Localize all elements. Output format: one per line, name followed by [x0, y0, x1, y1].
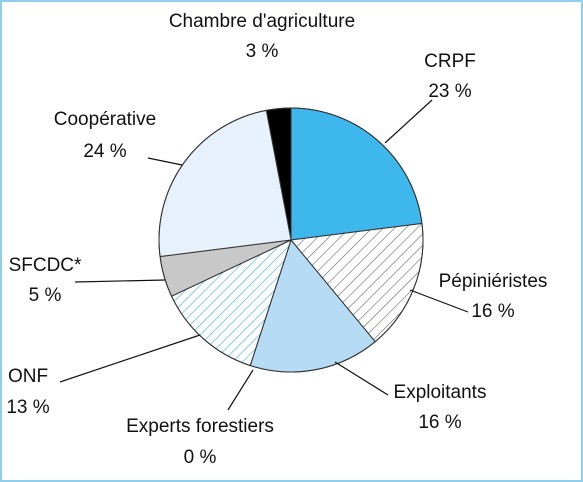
slice-value-label: 16 % [471, 301, 514, 322]
pie-outline [158, 107, 424, 373]
slice-label: Pépiniéristes [439, 271, 548, 292]
slice-value-label: 5 % [29, 285, 62, 306]
leader-line [227, 369, 254, 411]
slice-value-label: 16 % [418, 412, 461, 433]
slice-label: SFCDC* [9, 255, 82, 276]
slice-label: CRPF [424, 51, 476, 72]
leader-line [384, 99, 433, 144]
slice-value-label: 13 % [6, 397, 49, 418]
leader-line [74, 279, 166, 283]
slice-value-label: 3 % [246, 41, 279, 62]
slice-label: Experts forestiers [126, 416, 274, 437]
slice-value-label: 24 % [83, 141, 126, 162]
slice-label: Coopérative [54, 109, 156, 130]
slice-value-label: 23 % [428, 81, 471, 102]
leader-line [409, 289, 469, 313]
leader-line [147, 157, 183, 166]
leader-line [59, 334, 201, 383]
slice-value-label: 0 % [184, 447, 217, 468]
slice-label: Chambre d'agriculture [169, 11, 355, 32]
slice-label: Exploitants [394, 382, 487, 403]
slice-label: ONF [8, 366, 48, 387]
leader-line [334, 361, 389, 396]
